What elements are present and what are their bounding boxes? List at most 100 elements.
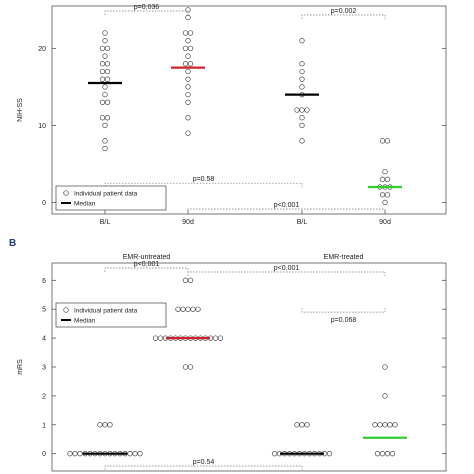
- panel-b-data-point: [152, 335, 159, 341]
- panel-a-data-point: [102, 91, 108, 98]
- panel-a-data-point: [99, 99, 106, 105]
- panel-a-data-point: [104, 76, 111, 82]
- panel-a-data-point: [102, 30, 108, 36]
- panel-a-data-point: [299, 138, 305, 144]
- panel-b-data-point: [271, 451, 278, 457]
- panel-b-data-point: [392, 422, 398, 428]
- panel-b-data-point: [212, 335, 219, 341]
- panel-a-data-point: [185, 99, 191, 105]
- panel-b-data-point: [372, 422, 378, 428]
- panel-a-data-point: [304, 107, 310, 113]
- panel-b-data-point: [374, 451, 381, 457]
- panel-b-data-point: [182, 364, 189, 370]
- panel-b-data-point: [382, 393, 388, 399]
- panel-a-data-point: [99, 45, 106, 52]
- panel-b-y-tick-label: 6: [42, 278, 46, 285]
- panel-b-data-point: [137, 451, 143, 457]
- panel-a-data-point: [294, 107, 300, 113]
- panel-b-data-point: [127, 451, 133, 457]
- panel-a-y-tick-label: 10: [38, 123, 46, 130]
- panel-b-data-point: [107, 422, 113, 428]
- panel-a-data-point: [102, 122, 108, 129]
- panel-b-y-tick-label: 4: [42, 336, 46, 343]
- panel-b-data-point: [304, 422, 310, 428]
- panel-a-data-point: [299, 38, 305, 44]
- panel-a-data-point: [384, 176, 391, 182]
- panel-b-data-point: [157, 335, 164, 341]
- panel-a-y-tick-label: 20: [38, 46, 46, 53]
- panel-a-data-point: [299, 68, 305, 75]
- panel-a-data-point: [104, 61, 111, 67]
- panel-a-significance-bracket: [187, 208, 386, 213]
- panel-b-data-point: [377, 422, 383, 428]
- panel-b-legend-entry-points: Individual patient data: [74, 308, 138, 315]
- panel-a-data-point: [99, 61, 106, 67]
- panel-b-data-point: [384, 451, 391, 457]
- panel-b-group-label: EMR-untreated: [123, 254, 171, 261]
- panel-a-data-point: [299, 122, 305, 129]
- panel-b-y-tick-label: 2: [42, 393, 46, 400]
- panel-a-data-point: [185, 53, 191, 59]
- panel-a-y-axis-label: NIH-SS: [17, 98, 24, 122]
- panel-a-data-point: [182, 45, 189, 52]
- panel-a-data-point: [99, 68, 106, 75]
- panel-a-legend-entry-points: Individual patient data: [74, 191, 138, 198]
- panel-a-data-point: [185, 84, 191, 90]
- panel-b-significance-bracket: [104, 465, 303, 470]
- panel-a-plot-frame: [51, 5, 447, 215]
- panel-b-data-point: [180, 306, 186, 312]
- panel-b-data-point: [190, 306, 196, 312]
- panel-b-legend-entry-median: Median: [74, 318, 96, 325]
- panel-b-data-point: [389, 451, 396, 457]
- panel-b-p-value-label: p=0.54: [193, 459, 215, 466]
- panel-b-data-point: [187, 277, 194, 283]
- panel-a-legend-box: [55, 185, 167, 211]
- panel-letter-b: B: [9, 238, 16, 249]
- panel-a-data-point: [382, 168, 388, 175]
- panel-a-data-point: [104, 68, 111, 75]
- panel-a-x-tick-label: 90d: [379, 219, 391, 226]
- panel-b-data-point: [185, 306, 191, 312]
- panel-b-data-point: [382, 364, 388, 370]
- panel-a-x-tick-label: B/L: [297, 219, 308, 226]
- panel-a-data-point: [182, 30, 189, 36]
- panel-b-data-point: [102, 422, 108, 428]
- panel-a-data-point: [187, 30, 194, 36]
- panel-a-data-point: [299, 76, 305, 82]
- panel-a-data-point: [182, 61, 189, 67]
- panel-a-data-point: [104, 99, 111, 105]
- panel-a-data-point: [299, 115, 305, 121]
- panel-b-p-value-label: p<0.001: [274, 265, 300, 272]
- panel-b-y-axis-label: mRS: [17, 359, 24, 375]
- panel-b-data-point: [379, 451, 386, 457]
- panel-a-legend-point-symbol: [63, 190, 69, 196]
- panel-a-p-value-label: p=0.036: [134, 4, 160, 11]
- panel-b-data-point: [326, 451, 333, 457]
- panel-b-data-point: [217, 335, 224, 341]
- panel-b-significance-bracket: [301, 308, 386, 313]
- panel-a-data-point: [99, 76, 106, 82]
- panel-b-data-point: [182, 277, 189, 283]
- panel-a-x-tick-label: B/L: [100, 219, 111, 226]
- panel-a-data-point: [104, 115, 111, 121]
- panel-b-p-value-label: p=0.068: [331, 317, 357, 324]
- panel-b-p-value-label: p<0.001: [134, 261, 160, 268]
- panel-b-data-point: [72, 451, 78, 457]
- panel-a-data-point: [102, 38, 108, 44]
- panel-a-data-point: [379, 138, 386, 144]
- panel-b-data-point: [97, 422, 103, 428]
- panel-a-data-point: [384, 138, 391, 144]
- panel-a-data-point: [102, 138, 108, 144]
- panel-b-data-point: [195, 306, 201, 312]
- panel-a-data-point: [187, 61, 194, 67]
- panel-b-y-tick-label: 3: [42, 365, 46, 372]
- panel-a-data-point: [299, 107, 305, 113]
- panel-a-data-point: [185, 91, 191, 98]
- panel-a-data-point: [102, 145, 108, 152]
- panel-a-data-point: [299, 61, 305, 67]
- panel-b-group-label: EMR-treated: [324, 254, 364, 261]
- panel-a-data-point: [185, 130, 191, 136]
- panel-a-significance-bracket: [104, 10, 189, 15]
- panel-b-legend-point-symbol: [63, 307, 69, 313]
